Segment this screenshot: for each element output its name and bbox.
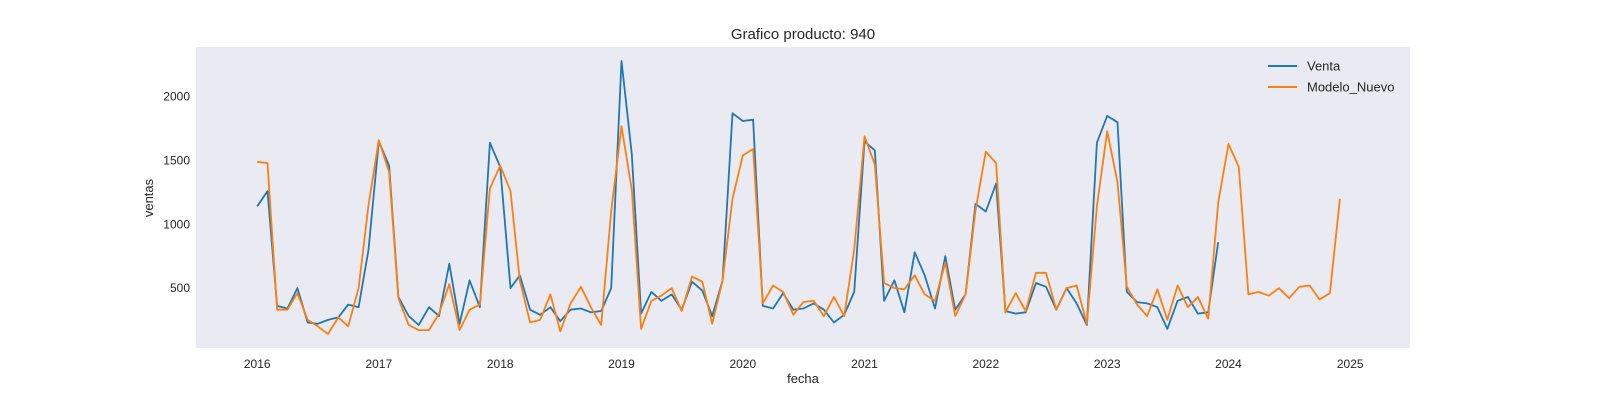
x-tick-label: 2022 — [972, 357, 999, 371]
x-axis-ticks: 2016 2017 2018 2019 2020 2021 2022 2023 2024 2025 — [244, 357, 1364, 371]
x-tick-label: 2017 — [365, 357, 392, 371]
chart-title: Grafico producto: 940 — [731, 26, 875, 43]
x-tick-label: 2024 — [1215, 357, 1242, 371]
x-axis-label: fecha — [787, 371, 820, 386]
series-line-1 — [257, 125, 1341, 335]
y-axis-ticks: 500 1000 1500 2000 — [163, 90, 190, 295]
x-tick-label: 2025 — [1337, 357, 1364, 371]
x-tick-label: 2020 — [729, 357, 756, 371]
y-tick-label: 2000 — [163, 90, 190, 104]
legend-label-0: Venta — [1307, 59, 1341, 74]
series-layer — [256, 60, 1341, 335]
x-tick-label: 2016 — [244, 357, 271, 371]
legend-label-1: Modelo_Nuevo — [1307, 80, 1394, 95]
legend: Venta Modelo_Nuevo — [1268, 59, 1394, 95]
x-tick-label: 2023 — [1094, 357, 1121, 371]
x-tick-label: 2018 — [487, 357, 514, 371]
y-tick-label: 1000 — [163, 217, 190, 231]
x-tick-label: 2019 — [608, 357, 635, 371]
y-tick-label: 1500 — [163, 154, 190, 168]
y-axis-label: ventas — [141, 178, 156, 217]
x-tick-label: 2021 — [851, 357, 878, 371]
y-tick-label: 500 — [170, 281, 190, 295]
